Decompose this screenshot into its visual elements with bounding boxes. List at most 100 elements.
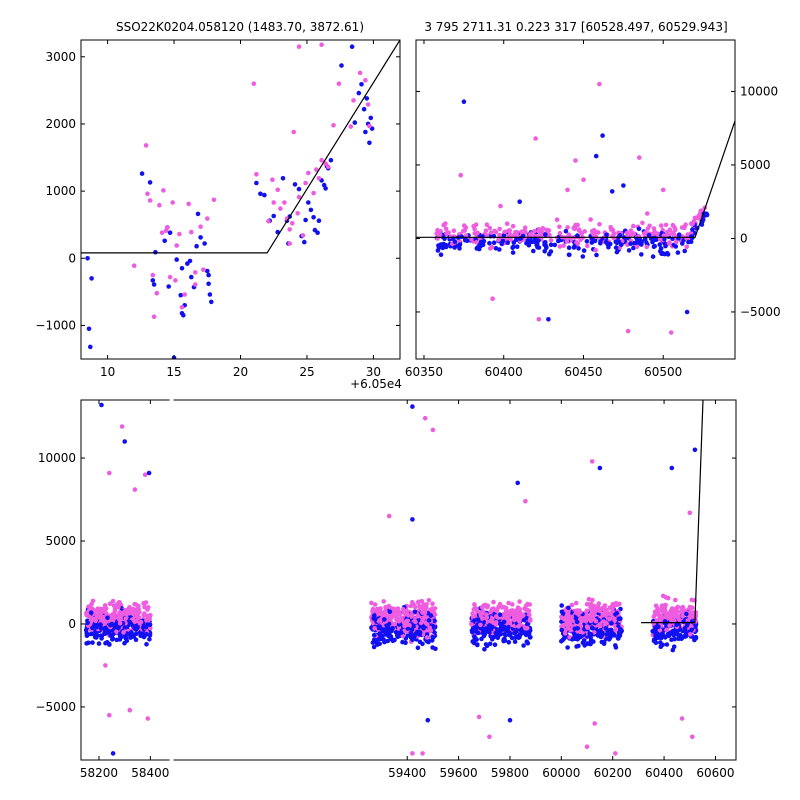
magenta-point [494,614,499,619]
blue-point [498,628,504,633]
x-tick-label: 59800 [491,766,529,780]
blue-point [162,238,167,244]
magenta-point [119,424,125,429]
blue-point [110,632,116,637]
panel-top-right-title: 3 795 2711.31 0.223 317 [60528.497, 6052… [424,20,727,34]
blue-point [147,637,152,642]
magenta-point [251,81,257,86]
magenta-point [512,616,517,622]
blue-point [174,257,179,262]
blue-point [187,258,193,264]
magenta-point [491,599,496,605]
y-tick-label: 1000 [45,184,76,198]
blue-point [657,242,662,247]
blue-point [302,239,307,245]
blue-point [642,236,648,242]
magenta-point [142,611,147,616]
magenta-point [608,225,613,230]
blue-point [166,284,171,289]
magenta-point [514,233,520,238]
blue-point [600,133,605,138]
magenta-point [674,608,680,613]
magenta-point [295,211,301,216]
x-tick-label: 20 [233,365,248,379]
blue-point [179,266,185,271]
magenta-point [557,224,562,230]
blue-point [497,612,503,617]
blue-point [371,644,377,650]
blue-point [584,239,590,244]
magenta-point [663,602,668,608]
magenta-point [296,44,302,49]
magenta-point [395,606,401,611]
magenta-point [506,600,511,606]
magenta-point [174,243,179,248]
magenta-point [689,597,695,603]
magenta-point [417,605,423,610]
blue-point [429,638,435,643]
blue-point [689,627,694,633]
blue-point [628,241,633,246]
blue-point [110,636,116,641]
magenta-point [211,197,217,203]
magenta-point [282,200,287,205]
blue-point [556,238,561,244]
magenta-point [484,222,490,227]
magenta-point [316,176,322,181]
magenta-point [588,605,593,610]
magenta-point [131,611,136,617]
blue-point [114,637,120,643]
blue-point [525,641,531,646]
x-tick-label: 59400 [388,766,426,780]
blue-point [409,627,415,632]
magenta-point [613,627,619,632]
magenta-point [507,620,513,625]
magenta-point [476,714,482,720]
magenta-point [487,246,493,251]
blue-point [609,621,614,626]
magenta-point [189,229,194,235]
magenta-point [186,201,191,207]
blue-point [521,643,526,648]
blue-point [581,248,587,253]
magenta-point [131,263,137,269]
blue-point [573,616,579,621]
blue-point [530,239,535,244]
magenta-point [689,605,695,610]
magenta-point [471,613,477,619]
magenta-point [396,609,402,615]
blue-point [693,624,698,629]
magenta-point [502,229,508,235]
magenta-point [173,278,178,283]
magenta-point [508,609,514,615]
magenta-point [319,42,324,47]
blue-point [580,254,586,259]
magenta-point [689,624,694,629]
magenta-point [137,621,143,626]
model-line [416,120,735,238]
blue-point [523,632,529,638]
magenta-point [458,172,464,178]
magenta-point [426,598,432,603]
blue-point [271,213,277,219]
blue-point [690,227,695,232]
magenta-point [143,143,149,148]
magenta-point [121,630,126,635]
magenta-point [645,226,651,231]
y-tick-label: 0 [68,617,76,631]
magenta-point [524,625,530,631]
blue-point [651,638,657,644]
magenta-point [480,608,486,614]
blue-point [574,619,580,625]
y-tick-label: −1000 [35,318,76,332]
magenta-point [478,613,484,618]
magenta-point [663,222,669,228]
blue-point [85,255,90,261]
data-points [416,81,735,335]
blue-point [105,615,110,621]
magenta-point [624,230,630,236]
magenta-point [585,243,590,249]
magenta-point [469,237,474,242]
blue-point [478,243,484,249]
blue-point [349,44,355,49]
